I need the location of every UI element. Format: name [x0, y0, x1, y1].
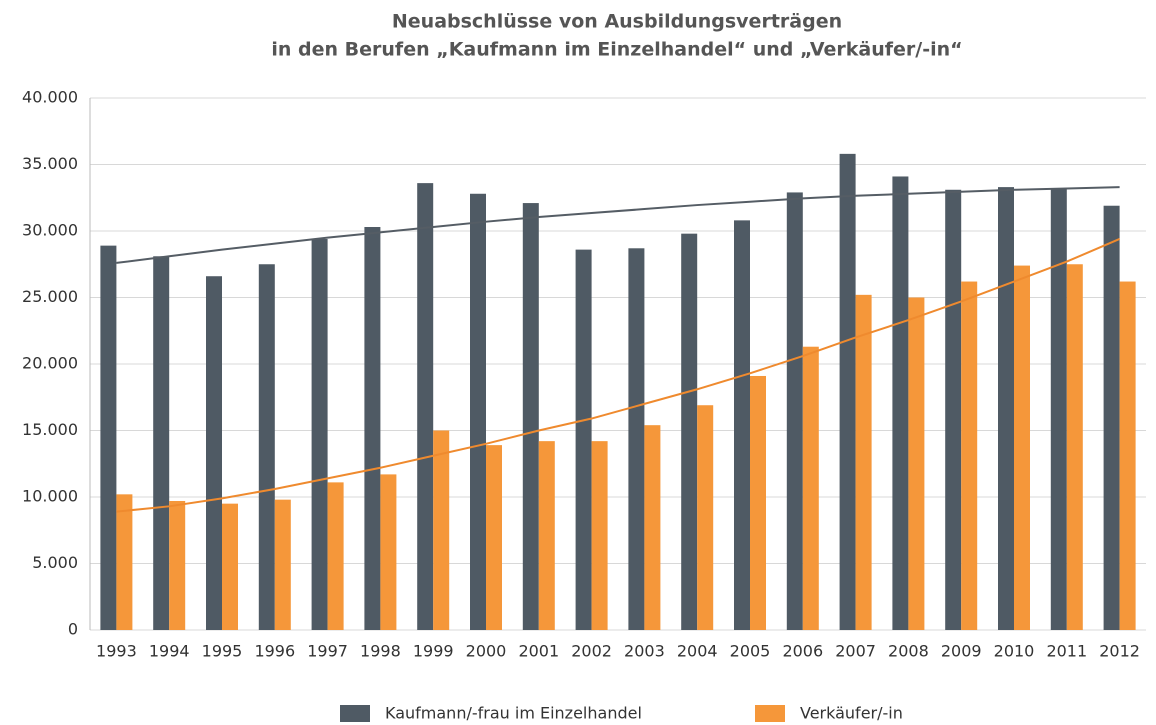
bar: [169, 500, 186, 630]
bar: [486, 445, 502, 630]
bar: [802, 346, 819, 630]
bar: [327, 482, 344, 630]
bar: [470, 193, 486, 630]
x-tick-label: 2002: [571, 642, 612, 661]
bar: [734, 220, 750, 631]
bar: [1014, 265, 1030, 630]
bar: [945, 189, 962, 630]
bar: [575, 249, 592, 630]
y-tick-label: 40.000: [22, 88, 78, 107]
bar: [1119, 281, 1136, 630]
x-tick-label: 1999: [413, 642, 454, 661]
x-tick-label: 2008: [888, 642, 929, 661]
bar: [628, 248, 645, 631]
bar: [153, 256, 170, 630]
y-tick-label: 15.000: [22, 420, 78, 439]
bar: [258, 264, 275, 630]
y-tick-label: 30.000: [22, 221, 78, 240]
bar: [206, 276, 222, 630]
x-tick-label: 1997: [307, 642, 348, 661]
bar: [908, 297, 925, 630]
bar: [1066, 264, 1083, 630]
x-tick-label: 2011: [1046, 642, 1087, 661]
bar: [998, 187, 1014, 631]
bar: [1103, 205, 1120, 631]
bar: [100, 245, 117, 630]
x-tick-label: 2009: [941, 642, 982, 661]
x-tick-label: 2007: [835, 642, 876, 661]
bar: [417, 183, 434, 630]
bar: [311, 238, 328, 631]
bar: [380, 474, 397, 630]
y-tick-label: 25.000: [22, 287, 78, 306]
x-tick-label: 2006: [782, 642, 823, 661]
bar: [855, 294, 872, 630]
bar: [697, 405, 714, 630]
x-tick-label: 1994: [149, 642, 190, 661]
bar: [644, 425, 661, 630]
bar: [786, 192, 803, 630]
bar: [538, 441, 555, 630]
trend-line: [116, 238, 1120, 513]
y-tick-label: 0: [68, 620, 78, 639]
x-tick-label: 1996: [254, 642, 295, 661]
bar: [839, 153, 856, 631]
bar: [961, 281, 978, 630]
x-tick-label: 2005: [730, 642, 771, 661]
bar: [892, 176, 909, 630]
legend-label: Kaufmann/-frau im Einzelhandel: [385, 704, 642, 723]
x-tick-label: 2000: [466, 642, 507, 661]
trend-line: [116, 186, 1120, 264]
bar: [591, 441, 608, 630]
chart-title: in den Berufen „Kaufmann im Einzelhandel…: [271, 39, 962, 61]
x-tick-label: 1995: [202, 642, 243, 661]
bar: [364, 227, 381, 630]
y-tick-label: 5.000: [32, 553, 78, 572]
bar: [522, 203, 539, 630]
x-tick-label: 2004: [677, 642, 718, 661]
y-tick-label: 20.000: [22, 354, 78, 373]
bar: [274, 499, 291, 630]
bar: [681, 233, 698, 630]
bar: [750, 375, 766, 630]
bar: [222, 503, 238, 630]
legend-swatch: [340, 705, 370, 722]
bar: [116, 494, 133, 630]
x-tick-label: 2012: [1099, 642, 1140, 661]
x-tick-label: 1993: [96, 642, 137, 661]
y-tick-label: 10.000: [22, 487, 78, 506]
legend-swatch: [755, 705, 785, 722]
y-tick-label: 35.000: [22, 154, 78, 173]
chart-title: Neuabschlüsse von Ausbildungsverträgen: [392, 11, 842, 33]
legend-label: Verkäufer/-in: [800, 704, 903, 723]
bar: [433, 430, 450, 630]
bar: [1050, 188, 1067, 630]
x-tick-label: 2003: [624, 642, 665, 661]
x-tick-label: 2001: [518, 642, 559, 661]
x-tick-label: 2010: [994, 642, 1035, 661]
x-tick-label: 1998: [360, 642, 401, 661]
